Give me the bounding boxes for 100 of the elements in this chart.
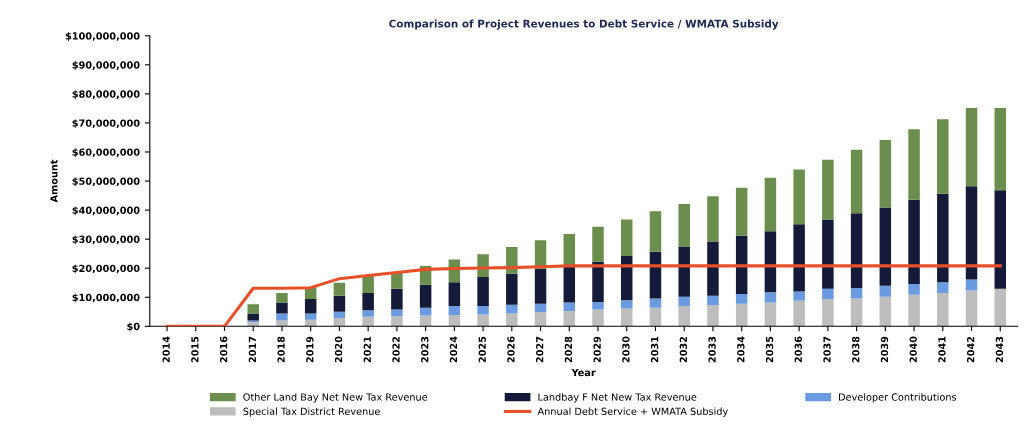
x-tick-label: 2028	[564, 336, 573, 363]
bar	[965, 290, 978, 327]
bar	[592, 309, 604, 327]
x-tick-label: 2038	[852, 336, 860, 363]
bar	[764, 302, 777, 327]
bar	[477, 305, 489, 315]
bar	[592, 226, 604, 262]
x-tick-label: 2029	[593, 336, 601, 363]
bar	[793, 291, 805, 301]
bar	[563, 266, 576, 303]
chart-title: Comparison of Project Revenues to Debt Service / WMATA Subsidy	[389, 19, 779, 30]
legend-label: Landbay F Net New Tax Revenue	[538, 393, 697, 403]
bar	[793, 169, 805, 225]
bar	[908, 129, 920, 200]
legend-label: Other Land Bay Net New Tax Revenue	[243, 393, 428, 403]
bar	[391, 288, 403, 310]
bar	[448, 314, 461, 327]
bar	[592, 261, 604, 302]
bar	[764, 231, 777, 293]
x-tick-label: 2040	[909, 336, 917, 363]
bar	[994, 288, 1007, 327]
bar	[419, 284, 432, 308]
bar	[937, 282, 949, 293]
bar	[793, 300, 805, 327]
y-tick-label: $40,000,000	[72, 206, 140, 216]
bar	[247, 321, 259, 327]
bar	[534, 312, 547, 327]
legend-label: Developer Contributions	[839, 393, 957, 403]
bar	[822, 299, 834, 327]
x-tick-label: 2034	[737, 336, 745, 363]
bar	[707, 305, 719, 327]
y-tick-label: $80,000,000	[72, 90, 140, 99]
x-axis-title: Year	[571, 368, 596, 377]
bar	[391, 309, 403, 317]
bar	[333, 295, 346, 312]
bar	[678, 305, 690, 327]
bar	[362, 292, 374, 311]
bar	[908, 283, 920, 295]
bar	[276, 313, 288, 321]
bar	[649, 211, 662, 252]
bar	[735, 187, 748, 236]
y-tick-label: $90,000,000	[72, 61, 140, 70]
bar	[678, 203, 690, 247]
x-tick-label: 2018	[277, 336, 285, 363]
x-tick-label: 2022	[392, 336, 400, 363]
legend-label: Annual Debt Service + WMATA Subsidy	[537, 407, 728, 417]
bar	[448, 282, 461, 306]
bar	[304, 313, 317, 320]
bar	[908, 294, 920, 327]
x-tick-label: 2020	[334, 336, 343, 363]
bar	[592, 301, 604, 310]
x-tick-label: 2024	[449, 336, 458, 363]
y-axis-title: Amount	[50, 159, 58, 203]
x-tick-label: 2023	[421, 336, 429, 363]
bar	[822, 219, 834, 289]
x-tick-label: 2019	[306, 336, 314, 363]
bar	[707, 196, 719, 242]
y-tick-label: $70,000,000	[72, 119, 140, 129]
bar	[879, 296, 892, 327]
x-tick-label: 2039	[880, 336, 889, 363]
bar	[678, 296, 690, 306]
bar	[965, 186, 978, 280]
x-tick-label: 2032	[679, 336, 688, 363]
bar	[448, 305, 461, 315]
y-tick-label: $10,000,000	[72, 293, 140, 303]
bar	[333, 311, 346, 318]
bar	[764, 292, 777, 303]
bar	[362, 276, 374, 293]
bar	[879, 207, 892, 286]
bar	[477, 314, 489, 327]
x-tick-label: 2036	[794, 336, 802, 363]
bar	[735, 294, 748, 304]
bar	[822, 288, 834, 299]
x-tick-label: 2021	[363, 336, 371, 363]
bar	[362, 316, 374, 327]
bar	[735, 235, 748, 295]
x-tick-label: 2014	[162, 336, 170, 363]
bar	[304, 299, 317, 314]
bar	[965, 108, 978, 187]
bar	[793, 224, 805, 292]
y-tick-label: $30,000,000	[72, 235, 140, 245]
bar	[649, 307, 662, 327]
bar	[937, 119, 949, 194]
bar	[850, 298, 863, 327]
y-tick-label: $50,000,000	[72, 177, 140, 187]
x-tick-label: 2042	[967, 336, 975, 363]
x-tick-label: 2017	[248, 336, 257, 363]
bar	[994, 108, 1007, 191]
bar	[735, 303, 748, 327]
bar	[908, 199, 920, 284]
bar	[247, 304, 259, 314]
bar	[333, 317, 346, 327]
bar	[621, 308, 633, 327]
bar	[937, 193, 949, 283]
bar	[276, 302, 288, 314]
bar	[333, 282, 346, 296]
bar	[649, 298, 662, 308]
y-tick-label: $100,000,000	[65, 32, 140, 41]
line-series	[165, 264, 1002, 327]
bar	[879, 140, 892, 208]
